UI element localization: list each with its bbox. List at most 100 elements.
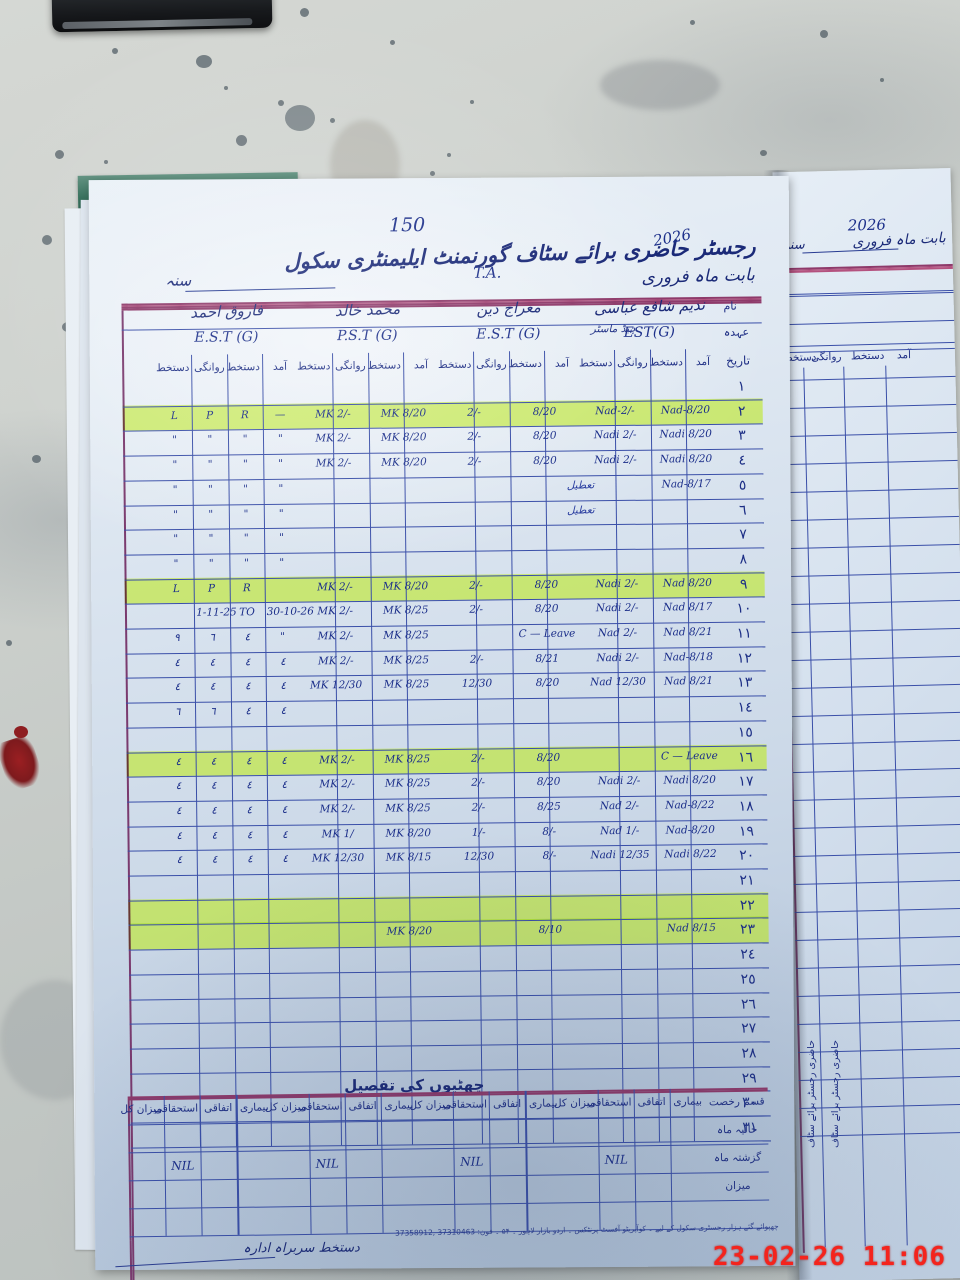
cell-meraj-departure-٤: 2/- <box>467 455 482 468</box>
cell-farooq-c2-١٢: ٤ <box>244 655 251 668</box>
debris-speck <box>390 40 395 45</box>
cell-farooq-c1-١٧: ٤ <box>281 778 288 792</box>
leave-col-header-b1-c2: اتفاقی <box>637 1095 666 1109</box>
cell-nadeem-departure-٢٠: Nadi 12/35 <box>590 848 650 862</box>
cell-khalid-departure-١١: MK 2/- <box>317 630 354 643</box>
cell-meraj-departure-١٩: 1/- <box>471 826 486 839</box>
cell-farooq-c1-١٩: ٤ <box>281 828 288 841</box>
date-cell: ٢١ <box>739 872 755 889</box>
debris-speck <box>760 150 767 156</box>
leave-col-header-b4-c4: میزان کل <box>120 1102 163 1116</box>
leave-row-label-4: میزان <box>725 1179 751 1193</box>
date-cell: ١١ <box>736 625 752 642</box>
spine-text-left: حاضری رجسٹر برائے سٹاف <box>806 1040 817 1148</box>
cell-meraj-departure-١٢: 2/- <box>469 653 484 666</box>
register-subtitle-line: بابت ماہ فروری <box>109 264 759 298</box>
date-cell: ٤ <box>738 452 747 469</box>
cell-farooq-c4-٧: " <box>173 533 179 546</box>
cell-nadeem-arrival-١٧: Nadi 8/20 <box>663 774 716 787</box>
cell-farooq-c1-٢: — <box>274 408 286 421</box>
cell-farooq-c2-١٧: ٤ <box>246 779 252 792</box>
right-page-rule <box>793 851 960 858</box>
subcol-header-b1-c2: دستخط <box>649 356 683 369</box>
date-cell: ١٠ <box>736 600 752 617</box>
cell-nadeem-departure-٩: Nadi 2/- <box>595 577 639 590</box>
cell-nadeem-arrival-٤: Nadi 8/20 <box>659 453 713 466</box>
cell-farooq-c3-٢: P <box>205 409 214 422</box>
cell-farooq-c1-٧: " <box>279 531 284 545</box>
cell-khalid-arrival-١٢: MK 8/25 <box>383 653 430 667</box>
camera-timestamp: 23-02-26 11:06 <box>712 1242 946 1272</box>
grid-rule <box>129 967 770 976</box>
date-cell: ٢٤ <box>740 946 756 963</box>
cell-farooq-c3-١١: ٦ <box>209 631 215 644</box>
cell-farooq-c2-٦: " <box>243 507 249 520</box>
cell-farooq-c4-٩: L <box>172 582 180 595</box>
ta-mark: T.A. <box>473 263 502 282</box>
cell-nadeem-departure-١٩: Nad 1/- <box>599 824 640 837</box>
leave-rule <box>129 1199 770 1210</box>
leave-col-header-b2-c1: بیماری <box>528 1097 558 1110</box>
leave-row-label-3: گزشتہ ماہ <box>713 1151 762 1165</box>
right-page-rule <box>788 655 960 662</box>
date-cell: ٢٧ <box>741 1020 757 1037</box>
cell-farooq-c2-٥: " <box>243 483 249 496</box>
cell-nadeem-departure-٤: Nadi 2/- <box>594 453 637 467</box>
leave-rule <box>128 1143 769 1154</box>
date-cell: ١٧ <box>738 773 754 790</box>
cell-khalid-arrival-١٩: MK 8/20 <box>385 826 432 840</box>
cell-nadeem-arrival-١٠: Nad 8/17 <box>663 601 713 614</box>
date-cell: ١٢ <box>736 650 753 667</box>
cell-meraj-arrival-١٩: 8/- <box>542 825 557 838</box>
cell-nadeem-arrival-٩: Nad 8/20 <box>662 576 713 590</box>
cell-nadeem-arrival-٣: Nadi 8/20 <box>659 428 713 441</box>
date-cell: ٦ <box>738 502 747 519</box>
cell-meraj-departure-١٧: 2/- <box>471 776 486 789</box>
signature-label: دستخط سربراہ ادارہ <box>243 1240 360 1257</box>
leave-rule <box>344 1093 348 1234</box>
cell-farooq-c2-٨: " <box>244 557 250 570</box>
cell-khalid-arrival-١٣: MK 8/25 <box>383 678 430 692</box>
cell-nadeem-departure-١٢: Nadi 2/- <box>596 651 640 664</box>
staff-designation-4: E.S.T (G) <box>194 329 259 346</box>
cell-khalid-departure-١٣: MK 12/30 <box>309 679 363 692</box>
grid-rule <box>129 1041 770 1050</box>
cell-khalid-arrival-٢٠: MK 8/15 <box>385 851 432 864</box>
grid-rule <box>124 547 765 556</box>
cell-meraj-departure-٩: 2/- <box>468 579 483 592</box>
spine-text-right: حاضری رجسٹر برائے سٹاف <box>830 1040 841 1148</box>
page-number: 150 <box>388 214 426 237</box>
cell-meraj-departure-١٠: 2/- <box>469 603 484 617</box>
cell-farooq-c3-٩: P <box>207 582 216 595</box>
subcol-header-b2-c2: دستخط <box>508 357 542 371</box>
leave-col-header-b3-c4: میزان کل <box>264 1100 307 1114</box>
staff-designation-2: E.S.T (G) <box>476 325 541 343</box>
cell-farooq-c4-١٨: ٤ <box>175 804 182 817</box>
cell-farooq-c3-١٦: ٤ <box>210 755 217 768</box>
cell-farooq-c4-٢٠: ٤ <box>176 854 183 867</box>
cell-khalid-departure-١٦: MK 2/- <box>318 753 355 766</box>
leave-rule <box>127 1100 132 1241</box>
cell-meraj-departure-١٨: 2/- <box>471 801 486 814</box>
right-page-rule <box>795 935 960 942</box>
cell-nadeem-departure-١٠: Nadi 2/- <box>595 602 639 615</box>
subcol-header-b1-c4: دستخط <box>578 357 613 370</box>
right-page-rule <box>800 1131 960 1138</box>
cell-farooq-c1-١٢: ٤ <box>279 655 286 668</box>
debris-speck <box>285 105 315 131</box>
cell-farooq-c3-١٣: ٤ <box>209 680 216 694</box>
cell-farooq-c2-٣: " <box>242 433 248 446</box>
right-page-rule <box>794 907 960 914</box>
debris-speck <box>470 100 474 104</box>
cell-khalid-arrival-٢: MK 8/20 <box>380 406 427 420</box>
cell-khalid-arrival-٩: MK 8/20 <box>382 579 429 593</box>
debris-speck <box>447 153 451 157</box>
cell-farooq-c4-٦: " <box>172 508 178 521</box>
register-subtitle: بابت ماہ فروری <box>641 265 756 289</box>
date-cell: ٩ <box>739 576 748 593</box>
right-page-rule <box>791 767 960 774</box>
cell-khalid-departure-١٢: MK 2/- <box>317 654 354 668</box>
cell-farooq-c4-٨: " <box>173 557 179 570</box>
cell-khalid-arrival-٣: MK 8/20 <box>380 431 427 445</box>
cell-farooq-c2-١٨: ٤ <box>246 804 253 817</box>
